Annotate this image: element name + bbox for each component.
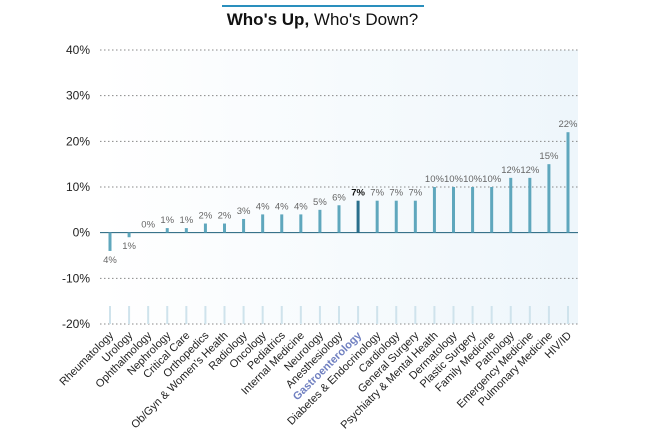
data-label: 10%	[463, 174, 483, 185]
data-label: 4%	[103, 255, 117, 266]
data-label: 7%	[351, 188, 365, 199]
bar	[413, 200, 417, 233]
bar	[223, 223, 226, 233]
data-label: 7%	[408, 188, 422, 199]
y-tick-label: -10%	[62, 271, 90, 285]
data-label: 10%	[482, 174, 502, 185]
chart-title-bold: Who's Up,	[226, 10, 310, 29]
y-tick-label: 30%	[66, 89, 90, 103]
chart-title: Who's Up, Who's Down?	[0, 10, 645, 30]
bar	[165, 228, 169, 233]
data-label: 1%	[160, 215, 174, 226]
y-tick-label: 0%	[73, 226, 91, 240]
data-label: 4%	[294, 201, 308, 212]
bar	[509, 177, 513, 233]
data-label: 1%	[179, 215, 193, 226]
data-label: 0%	[141, 220, 155, 231]
bar	[242, 218, 246, 233]
bar	[203, 223, 207, 233]
bar	[280, 214, 284, 233]
data-label: 7%	[389, 188, 403, 199]
bar	[337, 205, 341, 233]
data-label: 15%	[539, 151, 559, 162]
bar	[490, 187, 494, 233]
data-label: 2%	[218, 211, 232, 222]
data-label: 22%	[558, 119, 578, 130]
data-label: 10%	[444, 174, 464, 185]
y-tick-label: 10%	[66, 180, 90, 194]
bar	[108, 232, 112, 251]
data-label: 1%	[122, 241, 136, 252]
data-label: 10%	[425, 174, 445, 185]
bar	[432, 187, 436, 233]
bar	[318, 209, 322, 233]
data-label: 4%	[275, 201, 289, 212]
bar	[452, 187, 455, 233]
chart-title-rest: Who's Down?	[309, 10, 419, 29]
data-label: 12%	[520, 165, 540, 176]
bar	[471, 187, 475, 233]
data-label: 6%	[332, 192, 346, 203]
data-label: 2%	[199, 211, 213, 222]
bar	[261, 214, 265, 233]
bar	[547, 164, 551, 233]
data-label: 4%	[256, 201, 270, 212]
bar	[127, 232, 131, 238]
plot-area	[100, 50, 578, 324]
bar	[375, 200, 379, 233]
bar	[299, 214, 303, 233]
bar	[356, 200, 360, 233]
data-label: 12%	[501, 165, 521, 176]
data-label: 3%	[237, 206, 251, 217]
bar	[566, 132, 570, 233]
bar	[184, 228, 188, 233]
y-tick-label: -20%	[62, 317, 90, 331]
bar	[528, 177, 532, 233]
data-label: 5%	[313, 197, 327, 208]
y-tick-label: 40%	[66, 43, 90, 57]
y-tick-label: 20%	[66, 134, 90, 148]
data-label: 7%	[370, 188, 384, 199]
title-rule	[222, 5, 424, 7]
bar	[394, 200, 398, 233]
